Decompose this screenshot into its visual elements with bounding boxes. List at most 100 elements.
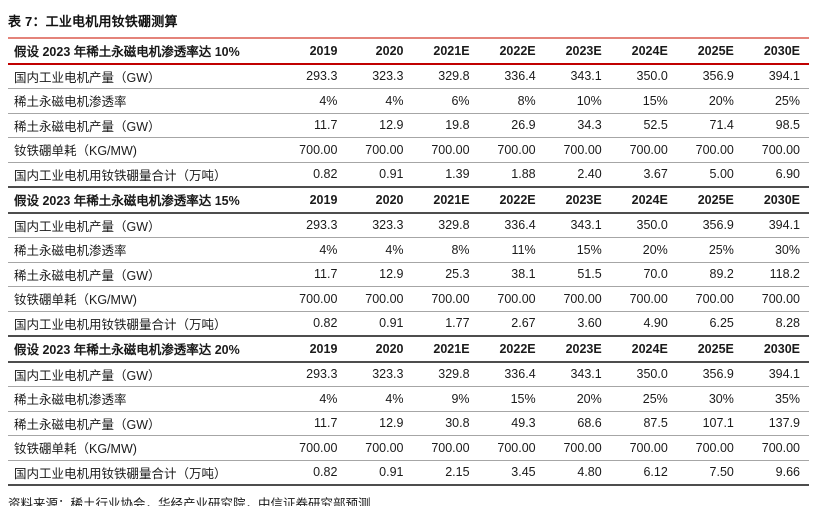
cell-value: 4.80 <box>544 460 611 486</box>
row-label: 稀土永磁电机产量（GW） <box>8 411 281 436</box>
cell-value: 700.00 <box>412 286 479 312</box>
cell-value: 137.9 <box>742 411 809 436</box>
table-row: 稀土永磁电机渗透率 4% 4% 6% 8% 10% 15% 20% 25% <box>8 88 809 114</box>
cell-value: 2.67 <box>478 311 545 337</box>
cell-value: 2.40 <box>544 162 611 188</box>
cell-value: 356.9 <box>676 212 743 238</box>
cell-value: 336.4 <box>478 63 545 89</box>
cell-value: 700.00 <box>676 286 743 312</box>
table-row: 稀土永磁电机渗透率 4% 4% 8% 11% 15% 20% 25% 30% <box>8 237 809 263</box>
year-column-header: 2025E <box>676 38 743 65</box>
cell-value: 3.60 <box>544 311 611 337</box>
year-column-header: 2030E <box>742 38 809 65</box>
cell-value: 700.00 <box>478 286 545 312</box>
cell-value: 6% <box>412 88 479 114</box>
cell-value: 30% <box>742 237 809 263</box>
cell-value: 323.3 <box>346 63 413 89</box>
row-label: 钕铁硼单耗（KG/MW) <box>8 137 281 163</box>
cell-value: 19.8 <box>412 113 479 138</box>
cell-value: 350.0 <box>610 212 677 238</box>
cell-value: 700.00 <box>280 435 347 461</box>
cell-value: 12.9 <box>346 411 413 436</box>
year-column-header: 2022E <box>478 38 545 65</box>
cell-value: 0.91 <box>346 311 413 337</box>
cell-value: 9% <box>412 386 479 412</box>
table-row: 钕铁硼单耗（KG/MW) 700.00 700.00 700.00 700.00 700.… <box>8 137 809 163</box>
year-column-header: 2025E <box>676 336 743 363</box>
row-label: 国内工业电机产量（GW） <box>8 361 281 387</box>
year-column-header: 2023E <box>544 187 611 214</box>
year-column-header: 2030E <box>742 336 809 363</box>
cell-value: 3.67 <box>610 162 677 188</box>
cell-value: 700.00 <box>544 435 611 461</box>
cell-value: 4% <box>346 88 413 114</box>
cell-value: 700.00 <box>610 137 677 163</box>
cell-value: 700.00 <box>412 435 479 461</box>
cell-value: 87.5 <box>610 411 677 436</box>
cell-value: 700.00 <box>610 435 677 461</box>
cell-value: 0.82 <box>280 311 347 337</box>
year-column-header: 2020 <box>346 38 413 65</box>
cell-value: 700.00 <box>280 286 347 312</box>
cell-value: 118.2 <box>742 262 809 287</box>
cell-value: 11% <box>478 237 545 263</box>
table-row: 稀土永磁电机产量（GW） 11.7 12.9 19.8 26.9 34.3 52.5 71.4… <box>8 113 809 138</box>
cell-value: 700.00 <box>280 137 347 163</box>
year-column-header: 2019 <box>280 336 347 363</box>
year-column-header: 2025E <box>676 187 743 214</box>
cell-value: 4% <box>280 386 347 412</box>
cell-value: 5.00 <box>676 162 743 188</box>
cell-value: 700.00 <box>610 286 677 312</box>
cell-value: 700.00 <box>478 137 545 163</box>
cell-value: 30.8 <box>412 411 479 436</box>
cell-value: 4% <box>280 88 347 114</box>
table-row: 稀土永磁电机产量（GW） 11.7 12.9 30.8 49.3 68.6 87.5 107.… <box>8 411 809 436</box>
cell-value: 15% <box>478 386 545 412</box>
row-label: 稀土永磁电机产量（GW） <box>8 262 281 287</box>
cell-value: 293.3 <box>280 212 347 238</box>
cell-value: 12.9 <box>346 113 413 138</box>
cell-value: 0.91 <box>346 460 413 486</box>
cell-value: 25% <box>676 237 743 263</box>
cell-value: 68.6 <box>544 411 611 436</box>
cell-value: 1.39 <box>412 162 479 188</box>
cell-value: 1.77 <box>412 311 479 337</box>
section-header-label: 假设 2023 年稀土永磁电机渗透率达 20% <box>8 336 281 363</box>
section-header-label: 假设 2023 年稀土永磁电机渗透率达 15% <box>8 187 281 214</box>
cell-value: 11.7 <box>280 411 347 436</box>
cell-value: 700.00 <box>544 137 611 163</box>
cell-value: 51.5 <box>544 262 611 287</box>
cell-value: 8.28 <box>742 311 809 337</box>
cell-value: 9.66 <box>742 460 809 486</box>
cell-value: 329.8 <box>412 63 479 89</box>
row-label: 稀土永磁电机渗透率 <box>8 88 281 114</box>
ndfeb-calculation-table: 假设 2023 年稀土永磁电机渗透率达 10% 2019 2020 2021E 2022… <box>8 37 809 486</box>
cell-value: 293.3 <box>280 63 347 89</box>
section-header-row: 假设 2023 年稀土永磁电机渗透率达 20% 2019 2020 2021E 2022… <box>8 336 809 363</box>
cell-value: 350.0 <box>610 361 677 387</box>
section-header-label: 假设 2023 年稀土永磁电机渗透率达 10% <box>8 38 281 65</box>
year-column-header: 2024E <box>610 187 677 214</box>
cell-value: 2.15 <box>412 460 479 486</box>
year-column-header: 2019 <box>280 38 347 65</box>
cell-value: 12.9 <box>346 262 413 287</box>
cell-value: 0.82 <box>280 460 347 486</box>
cell-value: 700.00 <box>544 286 611 312</box>
cell-value: 6.12 <box>610 460 677 486</box>
row-label: 国内工业电机用钕铁硼量合计（万吨） <box>8 162 281 188</box>
cell-value: 4% <box>346 237 413 263</box>
year-column-header: 2022E <box>478 187 545 214</box>
table-row: 国内工业电机产量（GW） 293.3 323.3 329.8 336.4 343.1 350… <box>8 63 809 89</box>
cell-value: 700.00 <box>742 137 809 163</box>
cell-value: 700.00 <box>742 286 809 312</box>
cell-value: 98.5 <box>742 113 809 138</box>
cell-value: 329.8 <box>412 361 479 387</box>
cell-value: 700.00 <box>478 435 545 461</box>
cell-value: 356.9 <box>676 361 743 387</box>
cell-value: 0.91 <box>346 162 413 188</box>
cell-value: 89.2 <box>676 262 743 287</box>
cell-value: 15% <box>544 237 611 263</box>
table-row: 国内工业电机用钕铁硼量合计（万吨） 0.82 0.91 1.77 2.67 3.60 4.9… <box>8 311 809 337</box>
cell-value: 700.00 <box>742 435 809 461</box>
